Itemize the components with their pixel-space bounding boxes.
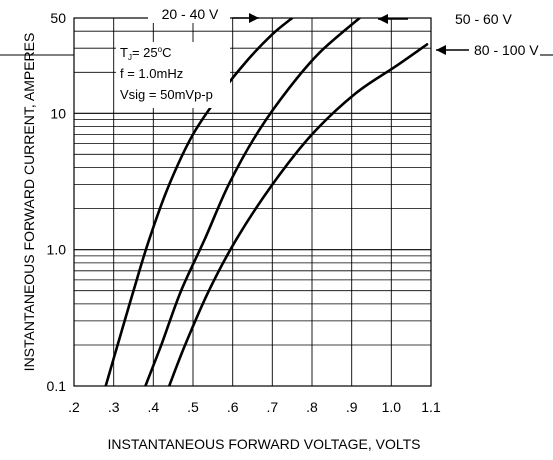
y-tick-label: 50: [50, 10, 66, 26]
series-label-bg: [148, 5, 230, 23]
curves: [104, 18, 429, 386]
condition-signal: Vsig = 50mVp-p: [120, 87, 213, 102]
series-curve: [104, 18, 294, 386]
y-tick-label: 10: [50, 105, 66, 121]
x-tick-label: .6: [227, 399, 239, 415]
series-label: 80 - 100 V: [474, 42, 539, 58]
series-arrow-head: [249, 13, 259, 23]
x-tick-label: 1.1: [421, 399, 441, 415]
series-labels: 20 - 40 V 50 - 60 V 80 - 100 V: [0, 5, 553, 58]
x-tick-label: .8: [306, 399, 318, 415]
x-tick-label: .5: [187, 399, 199, 415]
series-label: 50 - 60 V: [455, 11, 512, 27]
conditions-box: [116, 42, 230, 108]
y-tick-label: 1.0: [47, 242, 67, 258]
tick-labels: .2 .3 .4 .5 .6 .7 .8 .9 1.0 1.1 0.1 1.0 10 50: [47, 10, 441, 415]
x-tick-label: .3: [108, 399, 120, 415]
series-arrow-head: [378, 14, 388, 24]
x-tick-label: .2: [68, 399, 80, 415]
series-curve: [167, 43, 429, 386]
series-label: 20 - 40 V: [162, 6, 219, 22]
y-tick-label: 0.1: [47, 378, 67, 394]
x-tick-label: 1.0: [382, 399, 402, 415]
y-axis-title: INSTANTANEOUS FORWARD CURRENT, AMPERES: [21, 33, 37, 372]
series-arrow-head: [436, 45, 446, 55]
series-curve: [144, 18, 361, 386]
x-tick-label: .4: [147, 399, 159, 415]
x-axis-title: INSTANTANEOUS FORWARD VOLTAGE, VOLTS: [108, 436, 421, 452]
condition-frequency: f = 1.0mHz: [120, 66, 183, 81]
x-tick-label: .7: [266, 399, 278, 415]
condition-temperature: TJ= 25oC: [120, 45, 171, 62]
x-tick-label: .9: [346, 399, 358, 415]
